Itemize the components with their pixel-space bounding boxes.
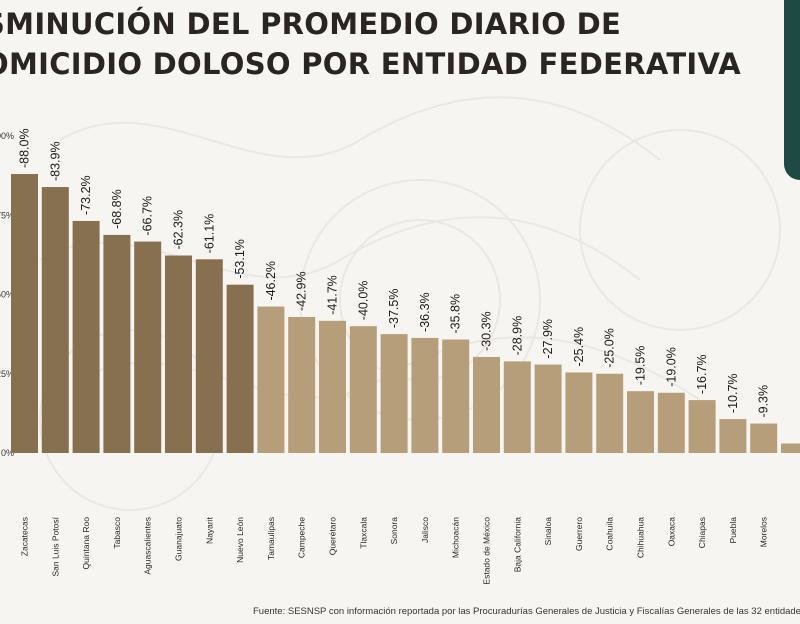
bar: [503, 361, 531, 453]
bar: [781, 443, 800, 453]
bar: [165, 255, 192, 453]
bar: [103, 234, 131, 453]
data-label: -19.5%: [634, 346, 648, 386]
data-label: -35.8%: [449, 294, 463, 334]
x-tick-label: Baja California: [512, 517, 522, 573]
bar: [195, 259, 223, 453]
x-tick-label: Querétaro: [328, 517, 338, 556]
data-label: -62.3%: [172, 210, 186, 250]
data-label: -30.3%: [480, 311, 494, 351]
data-label: -40.0%: [356, 281, 370, 321]
x-tick-label: Jalisco: [420, 517, 430, 543]
bar: [565, 372, 593, 453]
data-label: -68.8%: [110, 189, 124, 229]
data-label: -41.7%: [326, 275, 340, 315]
data-label: -37.5%: [387, 289, 401, 329]
y-tick-label: 75%: [0, 210, 14, 220]
x-tick-label: Zacatecas: [20, 517, 30, 556]
x-tick-label: Morelos: [759, 517, 769, 547]
x-tick-label: Guanajuato: [174, 517, 184, 561]
page-title: SMINUCIÓN DEL PROMEDIO DIARIO DE OMICIDI…: [0, 4, 741, 84]
data-label: -36.3%: [418, 292, 432, 332]
bar: [657, 392, 685, 453]
x-tick-label: Sonora: [389, 517, 399, 545]
x-tick-label: Campeche: [297, 517, 307, 558]
bar: [11, 174, 38, 454]
x-tick-label: Oaxaca: [666, 517, 676, 547]
bar: [288, 317, 316, 453]
x-tick-label: Nayarit: [204, 516, 214, 544]
data-label: -10.7%: [726, 373, 740, 413]
data-label: -73.2%: [79, 175, 93, 215]
title-line-2: OMICIDIO DOLOSO POR ENTIDAD FEDERATIVA: [0, 47, 742, 81]
title-line-1: SMINUCIÓN DEL PROMEDIO DIARIO DE: [0, 7, 622, 41]
corner-accent: [784, 0, 800, 180]
x-tick-label: Aguascalientes: [143, 517, 153, 575]
data-label: -28.9%: [510, 316, 524, 356]
bar: [349, 326, 377, 453]
x-tick-label: Quintana Roo: [81, 517, 91, 570]
data-label: -19.0%: [664, 347, 678, 387]
x-tick-label: Chiapas: [697, 517, 707, 548]
x-tick-label: Tlaxcala: [358, 517, 368, 549]
bar: [257, 306, 285, 453]
bar: [534, 364, 562, 453]
x-tick-label: Tabasco: [112, 517, 122, 549]
bar: [688, 400, 716, 453]
y-tick-label: 25%: [0, 369, 14, 379]
y-tick-label: 00%: [0, 131, 14, 141]
bar: [719, 419, 747, 453]
x-tick-label: Estado de México: [482, 517, 492, 585]
data-label: -25.4%: [572, 327, 586, 367]
data-label: -25.0%: [603, 328, 617, 368]
x-tick-label: Puebla: [728, 517, 738, 544]
data-label: -46.2%: [264, 261, 278, 301]
y-tick-label: 0%: [1, 448, 14, 458]
bar: [442, 339, 470, 453]
x-tick-label: Nuevo León: [235, 517, 245, 563]
bar: [596, 373, 624, 453]
x-tick-label: San Luis Potosí: [50, 516, 60, 576]
source-note: Fuente: SESNSP con información reportada…: [253, 606, 800, 617]
data-label: -83.9%: [48, 141, 62, 181]
x-tick-label: Sinaloa: [543, 517, 553, 546]
bar: [319, 320, 346, 453]
x-tick-label: Guerrero: [574, 517, 584, 551]
y-tick-label: 50%: [0, 290, 14, 300]
bar: [750, 423, 778, 453]
data-label: -42.9%: [295, 271, 309, 311]
data-label: -16.7%: [695, 354, 709, 394]
data-label: -88.0%: [18, 128, 32, 168]
data-label: -9.3%: [757, 385, 771, 418]
x-tick-label: Tamaulipas: [266, 517, 276, 560]
bar: [627, 391, 654, 453]
bar: [473, 356, 500, 453]
bar: [41, 187, 69, 454]
data-label: -66.7%: [141, 196, 155, 236]
data-label: -61.1%: [202, 214, 216, 254]
data-label: -53.1%: [233, 239, 247, 279]
bar: [226, 284, 254, 453]
bar: [411, 337, 439, 453]
x-tick-label: Chihuahua: [636, 517, 646, 558]
bar: [380, 334, 408, 453]
x-tick-label: Michoacán: [451, 517, 461, 558]
bar: [72, 220, 100, 453]
x-tick-label: Coahuila: [605, 517, 615, 551]
data-label: -27.9%: [541, 319, 555, 359]
bar: [134, 241, 162, 453]
